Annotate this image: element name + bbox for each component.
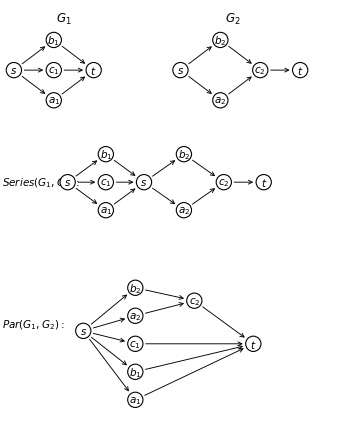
Ellipse shape (213, 93, 228, 109)
Ellipse shape (46, 33, 61, 49)
Text: $t$: $t$ (297, 65, 303, 77)
Ellipse shape (176, 147, 192, 163)
Ellipse shape (176, 203, 192, 218)
Text: $a_2$: $a_2$ (214, 95, 227, 107)
Text: $c_1$: $c_1$ (100, 177, 112, 189)
Text: $Series(G_1, G_2):$: $Series(G_1, G_2):$ (2, 176, 79, 190)
Ellipse shape (128, 392, 143, 408)
Ellipse shape (60, 175, 75, 190)
Text: $G_1$: $G_1$ (57, 12, 72, 27)
Text: $s$: $s$ (141, 178, 147, 188)
Text: $b_2$: $b_2$ (178, 148, 190, 162)
Text: $s$: $s$ (10, 66, 17, 76)
Ellipse shape (98, 203, 113, 218)
Text: $b_1$: $b_1$ (129, 365, 142, 379)
Text: $t$: $t$ (91, 65, 97, 77)
Text: $s$: $s$ (177, 66, 184, 76)
Text: $c_2$: $c_2$ (254, 65, 266, 77)
Text: $t$: $t$ (261, 177, 267, 189)
Text: $c_1$: $c_1$ (48, 65, 60, 77)
Text: $s$: $s$ (64, 178, 71, 188)
Ellipse shape (253, 63, 268, 79)
Text: $G_2$: $G_2$ (225, 12, 240, 27)
Ellipse shape (128, 308, 143, 324)
Ellipse shape (128, 280, 143, 296)
Ellipse shape (98, 175, 113, 190)
Text: $a_2$: $a_2$ (129, 310, 142, 322)
Text: $b_1$: $b_1$ (48, 34, 60, 48)
Text: $b_2$: $b_2$ (129, 281, 142, 295)
Text: $t$: $t$ (250, 338, 256, 350)
Text: $Par(G_1, G_2):$: $Par(G_1, G_2):$ (2, 318, 64, 332)
Ellipse shape (46, 63, 61, 79)
Ellipse shape (173, 63, 188, 79)
Ellipse shape (98, 147, 113, 163)
Text: $b_2$: $b_2$ (214, 34, 227, 48)
Ellipse shape (128, 336, 143, 352)
Ellipse shape (256, 175, 271, 190)
Text: $c_1$: $c_1$ (129, 338, 141, 350)
Text: $a_2$: $a_2$ (178, 205, 190, 217)
Text: $c_2$: $c_2$ (188, 295, 200, 307)
Ellipse shape (213, 33, 228, 49)
Text: $s$: $s$ (80, 326, 87, 336)
Text: $a_1$: $a_1$ (100, 205, 112, 217)
Ellipse shape (187, 293, 202, 309)
Ellipse shape (86, 63, 101, 79)
Ellipse shape (46, 93, 61, 109)
Ellipse shape (136, 175, 152, 190)
Ellipse shape (6, 63, 22, 79)
Ellipse shape (246, 336, 261, 352)
Ellipse shape (216, 175, 231, 190)
Ellipse shape (293, 63, 308, 79)
Text: $c_2$: $c_2$ (218, 177, 230, 189)
Text: $a_1$: $a_1$ (129, 394, 142, 406)
Text: $b_1$: $b_1$ (100, 148, 112, 162)
Ellipse shape (76, 323, 91, 339)
Ellipse shape (128, 364, 143, 380)
Text: $a_1$: $a_1$ (48, 95, 60, 107)
